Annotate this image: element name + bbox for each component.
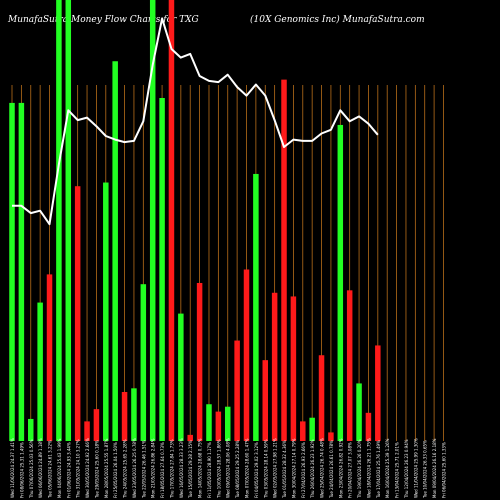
money-flow-bar	[149, 0, 156, 441]
x-tick-label: Thu 17/05/2024 27.84 1.73%	[169, 439, 174, 499]
x-tick-label: Tue 01/05/2024 28.32 4.36%	[282, 440, 287, 499]
money-flow-bar	[328, 432, 334, 441]
money-flow-bar	[375, 345, 381, 441]
money-flow-bar	[290, 296, 297, 441]
money-flow-bar	[234, 340, 240, 441]
money-flow-bar	[346, 290, 353, 441]
x-tick-label: Mon 16/04/2024 25.39 1.26%	[385, 438, 390, 498]
x-tick-label: Thu 24/05/2024 25.65 2.28%	[123, 439, 128, 499]
money-flow-bar	[178, 313, 184, 441]
money-flow-bar	[309, 417, 315, 441]
x-tick-label: Tue 29/05/2024 25.60 0.18%	[94, 440, 99, 499]
x-tick-label: Mon 09/04/2024 26.16 2.18%	[432, 438, 437, 498]
money-flow-bar	[300, 421, 306, 441]
money-flow-bar	[168, 0, 175, 441]
x-tick-label: Thu 03/05/2024 28.14 0.59%	[263, 439, 268, 499]
money-flow-bar	[281, 79, 287, 441]
x-tick-label: Mon 04/06/2024 25.43 1.99%	[57, 438, 62, 498]
x-tick-label: Thu 26/04/2024 26.23 1.92%	[310, 439, 315, 499]
x-tick-label: Wed 18/04/2024 26.21 1.75%	[366, 438, 371, 498]
chart-title: MunafaSutra Money Flow Charts for TXG	[8, 15, 199, 25]
x-tick-label: Tue 15/05/2024 29.28 2.15%	[188, 440, 193, 499]
x-tick-label: Fri 20/04/2024 27.07 3.08%	[348, 442, 353, 498]
money-flow-bar	[159, 98, 165, 441]
money-flow-bar	[9, 102, 15, 442]
money-flow-bar	[56, 0, 62, 441]
x-tick-label: Thu 10/05/2024 28.57 1.86%	[216, 439, 221, 499]
x-tick-label: Tue 10/04/2024 26.33 0.65%	[423, 440, 428, 499]
x-tick-label: Wed 16/05/2024 28.33 3.23%	[179, 438, 184, 498]
money-flow-bar	[103, 182, 109, 441]
money-flow-bar	[131, 388, 137, 441]
x-tick-labels: Wed 11/06/2024 24.37 1.41% Fri 08/06/2024…	[10, 438, 446, 499]
money-flow-bar	[262, 360, 269, 441]
chart-subtitle: (10X Genomics Inc) MunafaSutra.com	[250, 15, 425, 25]
x-tick-label: Thu 12/04/2024 26.23 0.94%	[404, 439, 409, 499]
x-tick-label: Mon 28/05/2024 25.55 1.87%	[104, 438, 109, 498]
money-flow-bar	[84, 421, 90, 441]
money-flow-bar	[65, 0, 72, 441]
money-flow-bar	[356, 383, 362, 441]
x-tick-label: Mon 23/04/2024 26.82 0.92%	[338, 438, 343, 498]
money-flow-bar	[206, 404, 212, 441]
x-tick-label: Fri 06/04/2024 25.60 1.33%	[441, 442, 446, 498]
money-flow-bar	[74, 186, 81, 441]
money-flow-bar	[121, 392, 128, 441]
money-flow-bar	[112, 61, 118, 441]
x-tick-label: Tue 05/06/2024 24.61 3.22%	[48, 440, 53, 499]
money-flow-bar	[253, 173, 259, 441]
money-flow-bar	[365, 412, 372, 441]
x-tick-label: Fri 18/05/2024 27.64 0.73%	[160, 442, 165, 498]
x-tick-label: Wed 23/05/2024 26.25 0.78%	[132, 438, 137, 498]
x-tick-label: Wed 30/05/2024 24.92 2.66%	[85, 438, 90, 498]
x-tick-label: Wed 09/05/2024 28.06 4.08%	[226, 438, 231, 498]
x-tick-label: Tue 17/04/2024 25.76 1.49%	[376, 440, 381, 499]
x-tick-label: Fri 25/05/2024 26.04 1.50%	[113, 442, 118, 498]
x-tick-label: Mon 07/05/2024 28.60 1.47%	[245, 438, 250, 498]
x-tick-label: Mon 21/05/2024 26.86 2.84%	[151, 438, 156, 498]
x-tick-label: Fri 27/04/2024 26.93 2.66%	[301, 442, 306, 498]
money-flow-bar	[243, 269, 250, 441]
x-tick-label: Thu 31/05/2024 24.10 3.27%	[76, 439, 81, 499]
x-tick-label: Tue 22/05/2024 26.46 1.51%	[141, 440, 146, 499]
x-tick-label: Wed 11/06/2024 24.37 1.41%	[10, 438, 15, 498]
x-tick-label: Wed 06/06/2024 24.89 1.18%	[38, 438, 43, 498]
x-tick-label: Mon 30/04/2024 27.14 0.79%	[291, 438, 296, 498]
money-flow-bar	[46, 274, 53, 441]
price-line	[12, 17, 379, 226]
money-flow-bar	[37, 302, 43, 441]
x-tick-label: Wed 25/04/2024 26.74 0.48%	[320, 438, 325, 498]
x-tick-label: Fri 11/05/2024 28.90 1.17%	[207, 442, 212, 498]
money-flow-bar	[196, 282, 203, 441]
x-tick-label: Thu 19/04/2024 26.26 0.20%	[357, 439, 362, 499]
x-tick-label: Fri 08/06/2024 25.31 1.49%	[19, 442, 24, 498]
x-tick-label: Fri 13/04/2024 25.71 2.01%	[395, 442, 400, 498]
money-flow-bar	[337, 124, 344, 441]
money-flow-bar	[224, 406, 231, 441]
x-tick-label: Wed 02/05/2024 27.98 1.21%	[273, 438, 278, 498]
x-tick-label: Tue 08/05/2024 29.25 2.28%	[235, 440, 240, 499]
x-tick-label: Wed 11/04/2024 25.99 1.30%	[413, 438, 418, 498]
money-flow-bar	[28, 418, 34, 441]
price-line-layer	[12, 17, 379, 226]
bar-series	[9, 0, 381, 442]
x-tick-label: Thu 07/06/2024 25.03 0.56%	[29, 439, 34, 499]
money-flow-bar	[140, 284, 147, 441]
money-flow-bar	[318, 355, 325, 441]
money-flow-bar	[271, 292, 278, 441]
money-flow-bar	[93, 409, 100, 441]
x-tick-label: Mon 14/05/2024 28.68 0.75%	[198, 438, 203, 498]
x-tick-label: Fri 01/06/2024 24.93 3.44%	[66, 442, 71, 498]
x-tick-label: Fri 04/05/2024 29.02 3.12%	[254, 442, 259, 498]
x-tick-label: Tue 24/04/2024 26.61 0.78%	[329, 440, 334, 499]
money-flow-bar	[215, 411, 222, 441]
money-flow-bar	[18, 102, 25, 442]
money-flow-bar	[187, 434, 193, 441]
